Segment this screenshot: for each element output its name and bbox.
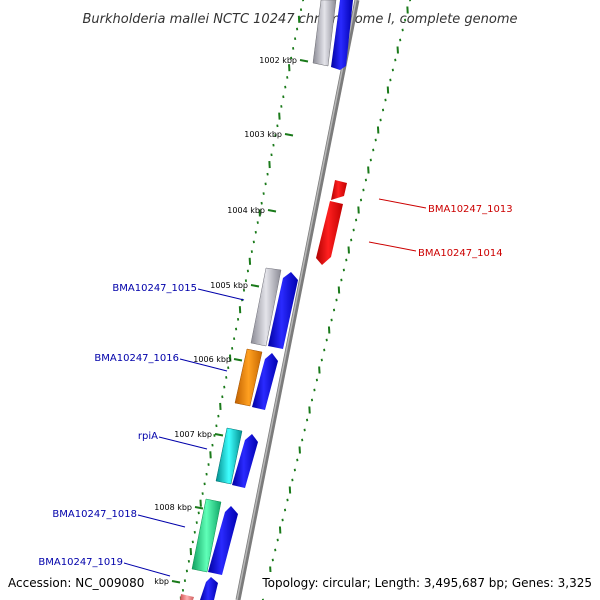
- kbp-tick-mark: [233, 358, 243, 362]
- kbp-tick-label: 1007 kbp: [174, 430, 212, 439]
- kbp-tick-group: 1002 kbp 1003 kbp 1004 kbp 1005 kbp 1006 kbp…: [154, 56, 309, 586]
- gene-label-bma10247-1018[interactable]: BMA10247_1018: [52, 509, 137, 520]
- kbp-tick-label: 1003 kbp: [244, 130, 282, 139]
- gene-label-bma10247-1019[interactable]: BMA10247_1019: [38, 557, 123, 568]
- gene-feature-bma10247-1018: [191, 498, 222, 573]
- label-leader-bma10247-1013: [378, 198, 427, 209]
- kbp-tick-mark: [299, 59, 309, 63]
- kbp-tick-mark: [267, 209, 277, 213]
- kbp-tick-label: 1008 kbp: [154, 503, 192, 512]
- label-leader-bma10247-1014: [368, 241, 417, 252]
- gene-label-rpia[interactable]: rpiA: [138, 431, 158, 442]
- kbp-tick-label: kbp: [154, 577, 169, 586]
- kbp-tick-label: 1006 kbp: [193, 355, 231, 364]
- kbp-tick-mark: [284, 133, 294, 137]
- gene-feature-top-gray: [312, 0, 337, 67]
- gene-label-bma10247-1014[interactable]: BMA10247_1014: [418, 248, 503, 259]
- gc-track-inner: [179, 0, 305, 600]
- cds-feature-bma10247-1013: [331, 180, 347, 200]
- gene-feature-bma10247-1016: [234, 348, 263, 407]
- gene-label-bma10247-1016[interactable]: BMA10247_1016: [94, 353, 179, 364]
- accession-backdrop: [6, 572, 146, 592]
- kbp-tick-mark: [194, 506, 204, 510]
- gene-feature-bma10247-1015: [250, 267, 282, 347]
- kbp-tick-label: 1002 kbp: [259, 56, 297, 65]
- gene-label-bma10247-1015[interactable]: BMA10247_1015: [112, 283, 197, 294]
- cds-feature-bma10247-1019: [200, 577, 218, 600]
- topology-backdrop: [258, 572, 594, 592]
- kbp-tick-mark: [250, 284, 260, 288]
- accession-text: Accession: NC_009080: [8, 576, 144, 590]
- label-leader-bma10247-1018: [137, 514, 186, 528]
- topology-text: Topology: circular; Length: 3,495,687 bp…: [261, 576, 592, 590]
- kbp-tick-label: 1005 kbp: [210, 281, 248, 290]
- gene-feature-bottom-pink: [180, 594, 194, 600]
- chromosome-backbone-highlight: [236, 0, 357, 600]
- label-leader-rpia: [158, 436, 208, 450]
- kbp-tick-mark: [214, 433, 224, 437]
- kbp-tick-mark: [171, 580, 181, 584]
- gene-feature-rpia: [215, 427, 243, 485]
- cds-feature-bma10247-1016: [252, 353, 278, 410]
- cds-feature-rpia: [232, 434, 258, 488]
- chromosome-backbone: [235, 0, 360, 600]
- label-leader-bma10247-1016: [179, 358, 228, 372]
- label-leader-bma10247-1015: [197, 288, 245, 301]
- cds-feature-top: [331, 0, 353, 70]
- gene-label-bma10247-1013[interactable]: BMA10247_1013: [428, 204, 513, 215]
- label-leader-bma10247-1019: [123, 562, 171, 577]
- gc-track-outer: [261, 0, 412, 600]
- cds-feature-bma10247-1015: [268, 272, 298, 349]
- cds-feature-bma10247-1014: [316, 201, 343, 265]
- kbp-tick-label: 1004 kbp: [227, 206, 265, 215]
- cds-feature-bma10247-1018: [208, 506, 238, 575]
